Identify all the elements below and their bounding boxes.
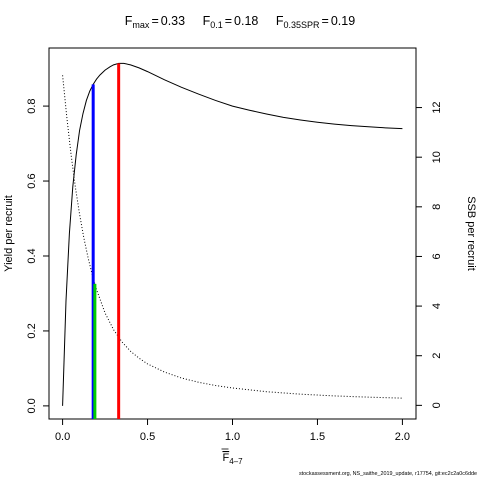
y2-tick-label: 12 — [431, 101, 443, 113]
x-axis-label: F4–7 — [222, 452, 243, 466]
yield-per-recruit-line — [62, 62, 403, 406]
title-fmax-value: 0.33 — [160, 14, 186, 28]
title-f01-value: 0.18 — [234, 14, 259, 28]
y2-tick-label: 8 — [431, 204, 443, 210]
chart-title: Fmax = 0.33 F0.1 = 0.18 F0.35SPR = 0.19 — [0, 14, 480, 30]
y2-tick-label: 2 — [431, 353, 443, 359]
y-tick-label: 0.2 — [26, 323, 38, 338]
y-axis-label: Yield per recruit — [3, 195, 15, 272]
y2-tick-label: 0 — [431, 402, 443, 408]
title-f035spr-value: 0.19 — [330, 14, 356, 28]
y2-tick-label: 10 — [431, 151, 443, 163]
y-tick-label: 0.8 — [26, 98, 38, 113]
title-f01-sub: 0.1 — [210, 20, 223, 30]
y2-tick-label: 4 — [431, 303, 443, 309]
y-tick-label: 0.6 — [26, 173, 38, 188]
x-tick-label: 2.0 — [395, 431, 410, 443]
title-f035spr: F0.35SPR = 0.19 — [275, 14, 356, 30]
x-tick-label: 0.0 — [55, 431, 70, 443]
x-tick-label: 1.5 — [310, 431, 325, 443]
y2-axis-label: SSB per recruit — [465, 196, 477, 271]
title-f01: F0.1 = 0.18 — [202, 14, 259, 30]
x-tick-label: 0.5 — [140, 431, 155, 443]
y-tick-label: 0.4 — [26, 248, 38, 263]
ssb-per-recruit-line — [62, 75, 403, 399]
x-tick-label: 1.0 — [225, 431, 240, 443]
title-fmax-sub: max — [132, 20, 150, 30]
footer-source: stockassessment.org, NS_saithe_2019_upda… — [298, 471, 477, 477]
plot-frame — [48, 47, 417, 420]
y2-tick-label: 6 — [431, 253, 443, 259]
title-f035spr-sub: 0.35SPR — [283, 20, 320, 30]
y-tick-label: 0.0 — [26, 398, 38, 413]
title-fmax: Fmax = 0.33 — [124, 14, 186, 30]
